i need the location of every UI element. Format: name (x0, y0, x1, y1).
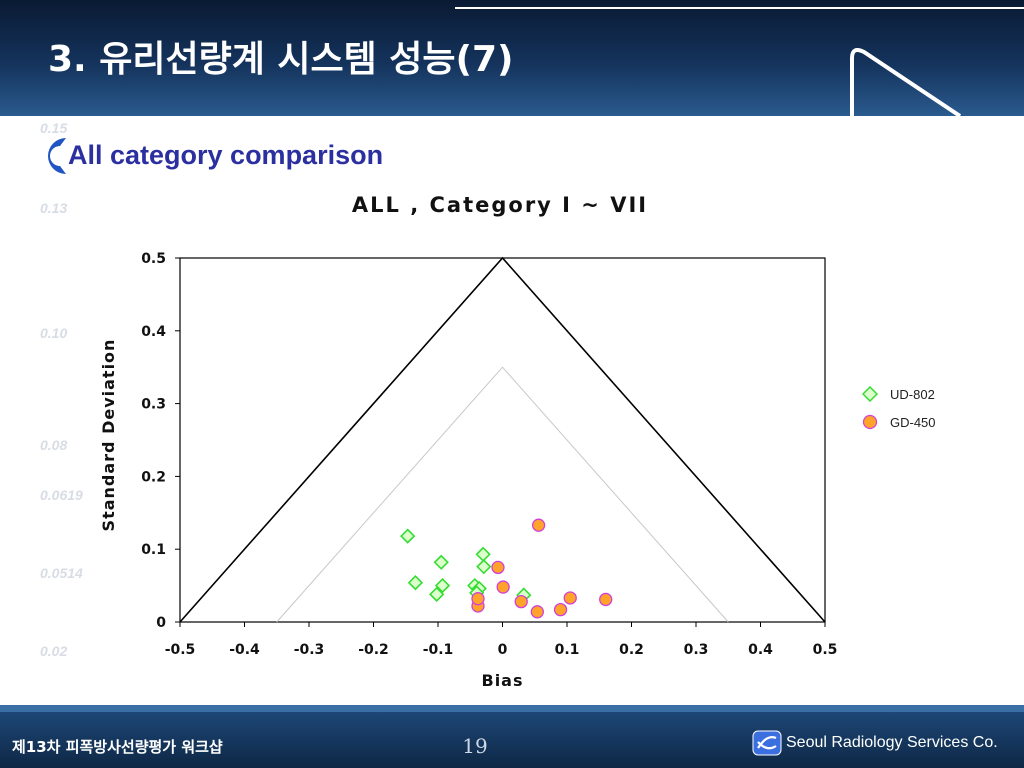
y-tick-label: 0.1 (141, 542, 166, 558)
diamond-marker-icon (862, 386, 878, 402)
data-point-ud802 (433, 554, 449, 570)
background-number: 0.02 (40, 643, 68, 659)
x-tick-label: -0.5 (165, 642, 196, 658)
background-number: 0.10 (40, 325, 68, 341)
reference-triangle-line (276, 366, 729, 623)
y-tick-label: 0.5 (141, 251, 166, 267)
data-point-gd450 (530, 605, 544, 619)
legend-item-ud802: UD-802 (862, 380, 936, 408)
background-number: 0.15 (40, 120, 68, 136)
data-point-gd450 (491, 560, 505, 575)
background-number: 0.08 (40, 437, 68, 453)
x-tick-label: 0.4 (748, 642, 773, 658)
background-number: 0.13 (40, 200, 68, 216)
data-point-gd450 (471, 592, 485, 606)
data-point-gd450 (553, 602, 568, 617)
page-number: 19 (462, 734, 488, 758)
x-tick-label: 0.2 (619, 642, 644, 658)
y-tick-label: 0.4 (141, 324, 166, 340)
data-point-ud802 (407, 575, 424, 591)
subtitle-c-icon (48, 138, 66, 174)
data-point-ud802 (476, 559, 492, 575)
y-axis-label: Standard Deviation (99, 339, 118, 532)
reference-triangle-line (179, 256, 826, 623)
data-point-ud802 (434, 577, 451, 594)
x-tick-label: 0 (498, 642, 508, 658)
x-tick-label: -0.4 (229, 642, 260, 658)
legend-item-gd450: GD-450 (862, 408, 936, 436)
section-subtitle: All category comparison (68, 140, 384, 170)
data-point-ud802 (400, 528, 416, 544)
plot-area (179, 257, 826, 623)
y-tick-label: 0.3 (141, 397, 166, 413)
header-decoration-icon (850, 48, 962, 116)
circle-marker-icon (862, 414, 878, 430)
background-number: 0.0514 (40, 565, 83, 581)
data-point-gd450 (496, 580, 510, 594)
footer-accent (0, 705, 1024, 712)
data-point-gd450 (514, 594, 528, 609)
data-point-ud802 (429, 586, 445, 602)
slide-header (0, 0, 1024, 116)
company-logo-icon (752, 730, 782, 756)
chart-legend: UD-802 GD-450 (862, 380, 936, 436)
x-tick-label: 0.5 (813, 642, 838, 658)
y-tick-label: 0 (156, 615, 166, 631)
x-axis-label: Bias (482, 671, 524, 690)
x-tick-label: 0.3 (684, 642, 709, 658)
x-tick-label: 0.1 (555, 642, 580, 658)
x-tick-label: -0.2 (358, 642, 389, 658)
x-tick-label: -0.1 (423, 642, 454, 658)
legend-label: GD-450 (890, 414, 936, 430)
y-tick-label: 0.2 (141, 469, 166, 485)
header-accent-line (455, 7, 1024, 9)
data-point-gd450 (599, 592, 613, 607)
background-number: 0.0619 (40, 487, 83, 503)
workshop-name: 제13차 피폭방사선량평가 워크샵 (12, 738, 223, 756)
x-tick-label: -0.3 (294, 642, 325, 658)
company-name: Seoul Radiology Services Co. (786, 734, 998, 751)
chart-title: ALL , Category I ~ VII (351, 193, 649, 217)
data-point-gd450 (563, 591, 577, 605)
data-point-gd450 (531, 518, 546, 532)
slide-title: 3. 유리선량계 시스템 성능(7) (48, 39, 514, 80)
slide-footer (0, 712, 1024, 768)
legend-label: UD-802 (890, 386, 935, 402)
